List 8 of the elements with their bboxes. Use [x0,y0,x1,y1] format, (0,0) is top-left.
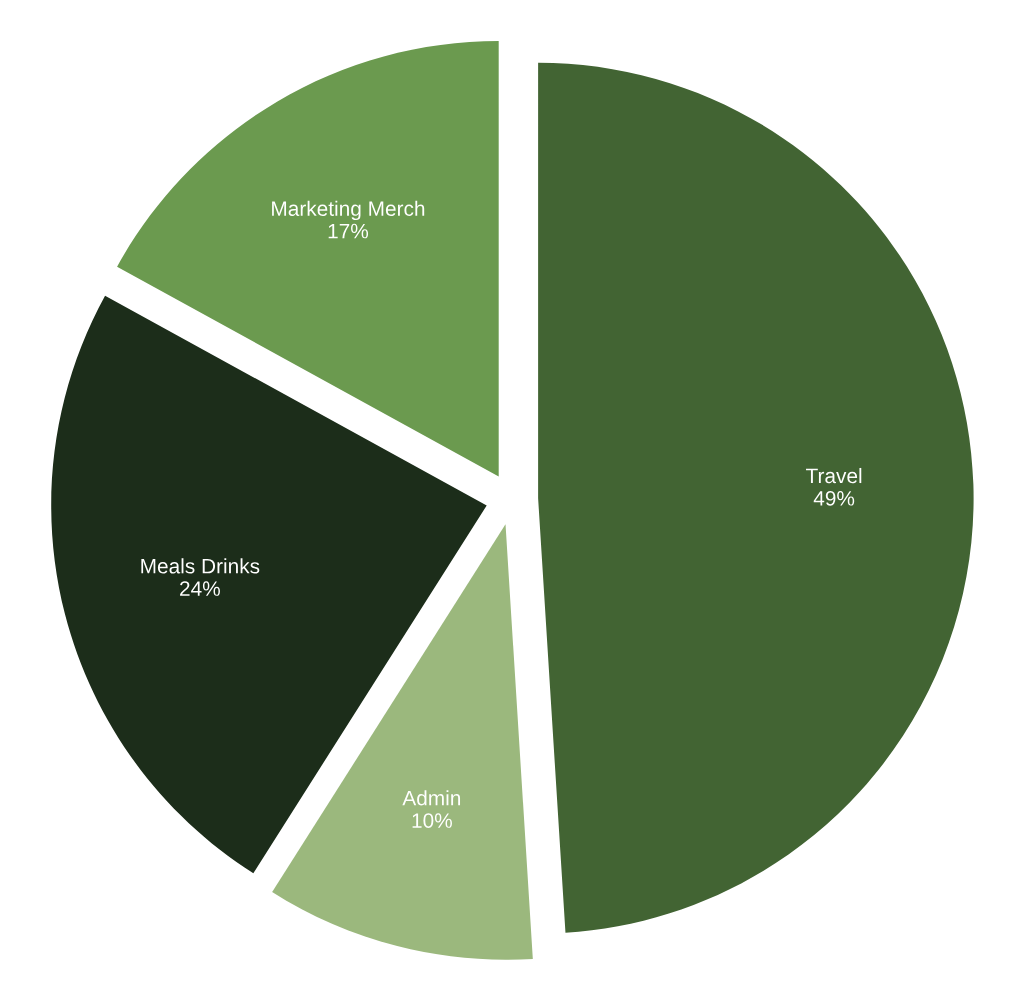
slice-label: Travel [806,467,862,484]
slice-label: Admin [402,790,461,806]
data-label: 49% [813,490,855,506]
slice-label: Meals Drinks [141,558,260,574]
data-label: 17% [328,223,369,239]
data-label: 24% [180,581,220,596]
data-label: 10% [412,813,452,828]
slice-label: Marketing Merch [272,200,425,221]
